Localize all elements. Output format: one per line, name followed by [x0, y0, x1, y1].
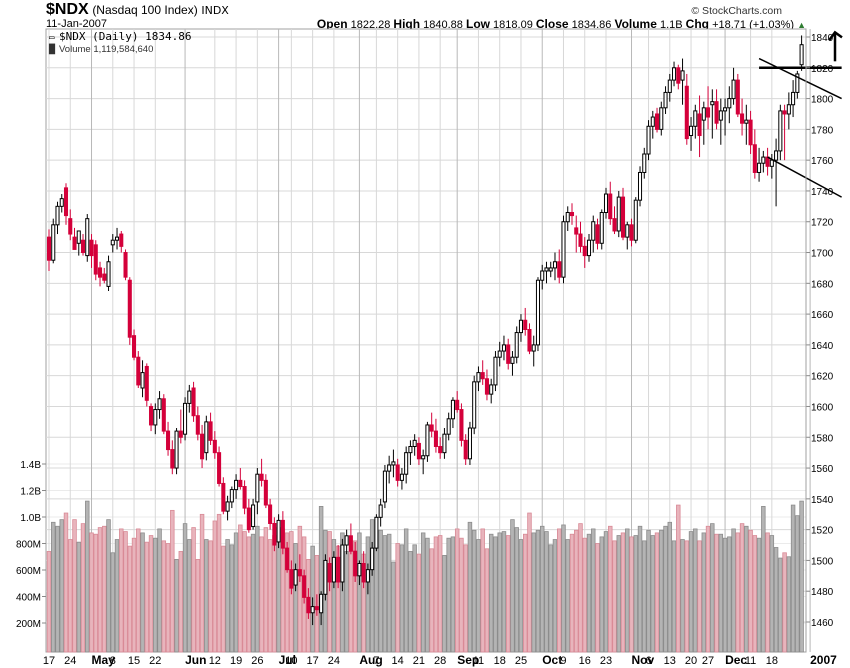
open-label: Open [316, 17, 348, 31]
open-value: 1822.28 [350, 19, 391, 31]
volume-value: 1.1B [659, 19, 683, 31]
trendlines [758, 30, 843, 198]
close-label: Close [535, 17, 569, 31]
svg-text:28: 28 [434, 655, 446, 667]
svg-text:1540: 1540 [811, 495, 834, 506]
high-value: 1840.88 [423, 19, 463, 31]
svg-text:1560: 1560 [811, 464, 834, 475]
svg-text:1480: 1480 [811, 587, 834, 598]
svg-text:22: 22 [149, 655, 161, 667]
exchange: INDX [201, 4, 229, 17]
svg-text:1820: 1820 [811, 64, 834, 75]
svg-text:400M: 400M [16, 593, 41, 604]
svg-text:24: 24 [328, 655, 340, 667]
quote-summary: Open 1822.28 High 1840.88 Low 1818.09 Cl… [317, 17, 806, 31]
svg-text:1600: 1600 [811, 402, 834, 413]
svg-text:1.2B: 1.2B [20, 487, 41, 498]
svg-text:Sep: Sep [457, 653, 479, 667]
svg-text:23: 23 [600, 655, 612, 667]
svg-text:Jul: Jul [279, 653, 296, 667]
volume-bars-icon: ▉ [49, 44, 56, 54]
svg-text:20: 20 [685, 655, 697, 667]
svg-text:1680: 1680 [811, 279, 834, 290]
svg-text:16: 16 [579, 655, 591, 667]
svg-text:2007: 2007 [810, 653, 837, 667]
svg-text:1800: 1800 [811, 95, 834, 106]
candlestick-icon: ▭ [49, 33, 55, 43]
svg-text:17: 17 [43, 655, 55, 667]
svg-text:Aug: Aug [359, 653, 382, 667]
copyright: © StockCharts.com [691, 5, 782, 17]
svg-text:24: 24 [64, 655, 76, 667]
close-value: 1834.86 [571, 19, 612, 31]
index-name: (Nasdaq 100 Index) [92, 3, 198, 17]
svg-text:1500: 1500 [811, 556, 834, 567]
svg-text:1660: 1660 [811, 310, 834, 321]
svg-text:11: 11 [745, 655, 756, 667]
svg-text:200M: 200M [16, 619, 41, 630]
svg-text:1620: 1620 [811, 372, 834, 383]
svg-text:1580: 1580 [811, 433, 834, 444]
svg-text:1760: 1760 [811, 156, 834, 167]
svg-text:11: 11 [473, 655, 484, 667]
candlesticks [46, 35, 804, 626]
svg-text:18: 18 [494, 655, 506, 667]
low-label: Low [465, 17, 490, 31]
svg-text:25: 25 [515, 655, 527, 667]
svg-text:Dec: Dec [725, 653, 747, 667]
chg-label: Chg [685, 17, 709, 31]
chart-title: $NDX (Nasdaq 100 Index) INDX [46, 1, 229, 19]
svg-text:1740: 1740 [811, 187, 834, 198]
svg-text:19: 19 [230, 655, 242, 667]
svg-text:6: 6 [645, 655, 651, 667]
svg-text:8: 8 [110, 655, 116, 667]
legend-price: $NDX (Daily) 1834.86 [59, 30, 192, 43]
svg-text:1720: 1720 [811, 218, 834, 229]
high-label: High [393, 17, 421, 31]
svg-text:Oct: Oct [542, 653, 562, 667]
svg-text:7: 7 [373, 655, 379, 667]
svg-text:1460: 1460 [811, 618, 834, 629]
svg-text:27: 27 [702, 655, 714, 667]
svg-text:13: 13 [664, 655, 676, 667]
svg-text:1.0B: 1.0B [20, 513, 41, 524]
legend-volume: Volume 1,119,584,640 [59, 44, 154, 55]
svg-text:1520: 1520 [811, 526, 834, 537]
svg-text:800M: 800M [16, 540, 41, 551]
svg-text:Jun: Jun [185, 653, 206, 667]
chg-value: +18.71 (+1.03%) [712, 19, 795, 31]
svg-text:1640: 1640 [811, 341, 834, 352]
svg-text:26: 26 [251, 655, 263, 667]
svg-text:17: 17 [306, 655, 318, 667]
svg-text:14: 14 [392, 655, 404, 667]
chart-date: 11-Jan-2007 [46, 18, 107, 30]
svg-text:1.4B: 1.4B [20, 460, 41, 471]
axes: 1460148015001520154015601580160016201640… [16, 29, 837, 667]
svg-text:9: 9 [560, 655, 566, 667]
svg-text:21: 21 [413, 655, 425, 667]
svg-text:600M: 600M [16, 566, 41, 577]
svg-text:May: May [92, 653, 116, 667]
svg-text:Nov: Nov [632, 653, 655, 667]
volume-bars [46, 500, 804, 653]
volume-label: Volume [614, 17, 657, 31]
symbol: $NDX [46, 1, 89, 18]
chart-legend: ▭ $NDX (Daily) 1834.86 ▉ Volume 1,119,584,… [49, 31, 191, 55]
svg-text:15: 15 [128, 655, 140, 667]
svg-text:1840: 1840 [811, 33, 834, 44]
svg-text:12: 12 [209, 655, 221, 667]
svg-text:10: 10 [285, 655, 297, 667]
up-triangle-icon: ▲ [797, 20, 806, 30]
low-value: 1818.09 [493, 19, 533, 31]
svg-text:18: 18 [766, 655, 778, 667]
svg-text:1780: 1780 [811, 125, 834, 136]
svg-text:1700: 1700 [811, 249, 834, 260]
